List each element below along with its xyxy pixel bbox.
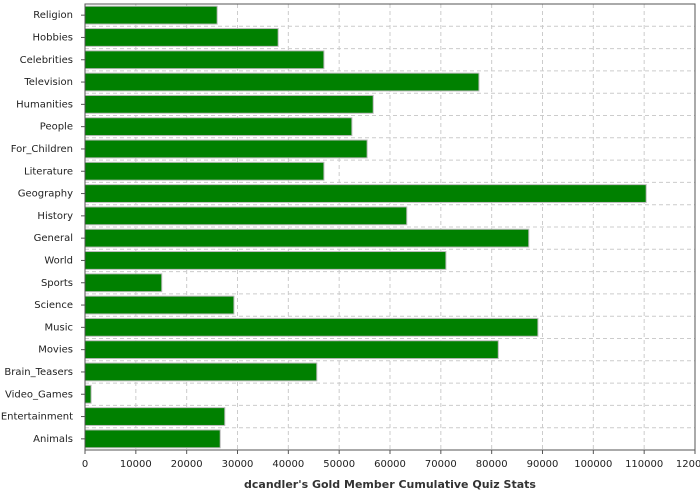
y-tick-label: Religion [33, 10, 73, 21]
bar [84, 50, 325, 70]
x-tick-label: 60000 [374, 459, 406, 470]
bar [84, 228, 530, 248]
y-tick-label: Animals [33, 434, 73, 445]
bar [84, 251, 447, 270]
y-tick-label: Movies [38, 345, 73, 356]
bar [84, 72, 480, 92]
bar [84, 384, 92, 404]
x-tick-label: 110000 [625, 459, 663, 470]
x-tick-label: 90000 [527, 459, 559, 470]
y-tick-label: Entertainment [1, 412, 73, 423]
chart-title: dcandler's Gold Member Cumulative Quiz S… [244, 478, 536, 491]
bar [84, 317, 539, 337]
bar [84, 273, 163, 293]
x-tick-label: 0 [82, 459, 88, 470]
bar [84, 429, 221, 449]
plot-border [84, 3, 696, 451]
y-tick-label: People [40, 122, 73, 133]
y-tick-label: Science [34, 300, 73, 311]
x-tick-label: 70000 [425, 459, 457, 470]
x-tick-label: 100000 [574, 459, 612, 470]
y-tick-label: Hobbies [33, 32, 73, 43]
x-tick-label: 20000 [171, 459, 203, 470]
x-tick-label: 10000 [120, 459, 152, 470]
y-tick-label: Sports [41, 278, 73, 289]
bar [84, 407, 226, 426]
bar [84, 340, 499, 360]
bar [84, 94, 374, 114]
y-tick-label: For_Children [11, 144, 73, 155]
y-tick-label: Literature [24, 166, 73, 177]
bar [84, 362, 318, 382]
y-tick-label: History [37, 211, 73, 222]
bar [84, 206, 408, 226]
y-tick-label: Video_Games [5, 389, 73, 400]
y-tick-label: Brain_Teasers [4, 367, 73, 378]
bar [84, 184, 647, 203]
bar [84, 117, 353, 137]
x-tick-label: 80000 [476, 459, 508, 470]
y-tick-label: Humanities [16, 99, 73, 110]
y-tick-label: Music [45, 322, 73, 333]
y-tick-label: Celebrities [20, 55, 73, 66]
bar [84, 28, 279, 47]
y-tick-label: Geography [18, 189, 73, 200]
x-tick-label: 120000 [676, 459, 700, 470]
bar [84, 139, 368, 159]
x-tick-label: 50000 [323, 459, 355, 470]
bar [84, 161, 325, 181]
bar [84, 5, 218, 25]
x-tick-label: 30000 [222, 459, 254, 470]
y-tick-label: World [44, 255, 73, 266]
x-tick-label: 40000 [272, 459, 304, 470]
y-tick-label: General [34, 233, 73, 244]
bar [84, 295, 235, 315]
y-tick-label: Television [23, 77, 73, 88]
